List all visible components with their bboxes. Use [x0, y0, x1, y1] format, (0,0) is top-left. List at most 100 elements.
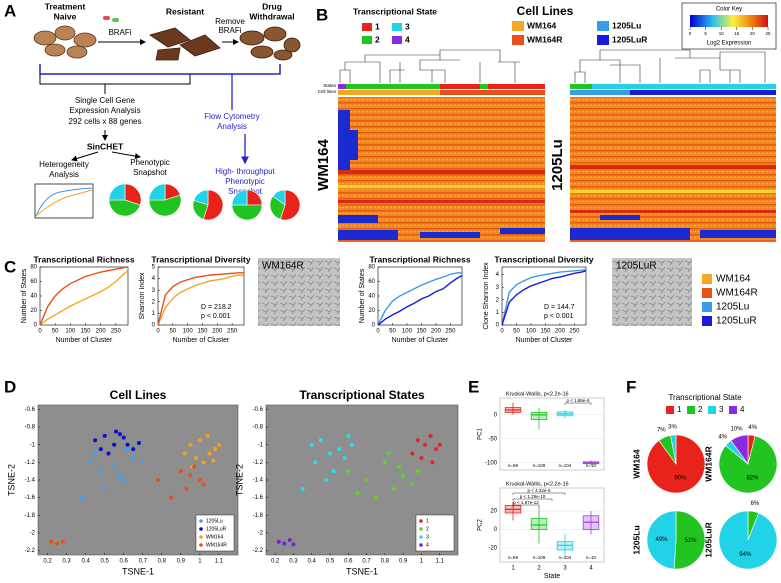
y-tick-label: 0 — [494, 412, 498, 418]
x-tick-label: 0.4 — [81, 559, 90, 565]
pie-label: 3% — [668, 425, 677, 431]
x-tick-label: 0.3 — [289, 559, 298, 565]
x-tick-label: 0.3 — [62, 559, 71, 565]
scatter-point — [410, 482, 415, 487]
scatter-point — [287, 538, 292, 542]
pie-slice — [646, 510, 677, 570]
scatter-point — [98, 447, 103, 452]
pie-name: 1205Lu — [631, 525, 641, 554]
series-line — [501, 268, 587, 326]
x-tick-label: 0.2 — [271, 559, 280, 565]
legend-label: WM164R — [206, 542, 227, 548]
chart-title: Cell Lines — [110, 388, 167, 402]
y-tick-label: -1.6 — [253, 495, 264, 501]
image-label: WM164R — [262, 261, 304, 272]
scatter-point — [397, 464, 402, 469]
scatter-point — [349, 442, 354, 447]
scatter-point — [382, 460, 387, 465]
scatter-point — [211, 458, 216, 463]
legend-label: 2 — [375, 34, 380, 44]
legend-swatch — [702, 316, 712, 326]
x-tick-label: 0 — [500, 329, 504, 335]
series-line — [39, 270, 129, 326]
scatter-point — [434, 447, 439, 452]
legend-label: 4 — [426, 542, 429, 548]
scatter-point — [197, 478, 202, 482]
y-tick-label: -50 — [488, 436, 497, 442]
scatter-point — [213, 447, 218, 452]
pie-name: WM164R — [703, 446, 713, 481]
legend-title: Cell Lines — [517, 4, 574, 18]
x-axis-label: State — [544, 573, 560, 580]
pie-slice — [193, 189, 209, 206]
row-label: States — [323, 83, 337, 88]
x-tick-label: 200 — [431, 329, 442, 335]
scatter-point — [112, 464, 117, 469]
x-tick-label: 0 — [376, 329, 380, 335]
legend-swatch — [392, 36, 402, 44]
pie-slice — [646, 434, 706, 494]
x-axis-label: Number of Cluster — [516, 337, 573, 344]
legend-label: 2 — [698, 405, 703, 414]
legend-label: 2 — [426, 526, 429, 532]
x-tick-label: 100 — [402, 329, 413, 335]
x-tick-label: 1 — [420, 559, 424, 565]
label: Analysis — [49, 170, 79, 179]
legend-swatch — [512, 35, 524, 45]
legend-marker — [199, 535, 203, 539]
y-axis-label: TSNE-2 — [6, 464, 16, 496]
label: Remove — [215, 17, 245, 26]
scatter-point — [93, 438, 98, 443]
n-label: n=109 — [533, 463, 546, 468]
cell-image — [258, 258, 340, 326]
label: BRAFi — [108, 28, 131, 37]
scatter-point — [49, 539, 54, 544]
scatter-point — [419, 455, 424, 460]
legend-marker — [199, 543, 203, 547]
scatter-point — [194, 455, 199, 460]
y-tick-label: -0.6 — [253, 407, 264, 413]
y-tick-label: -2.2 — [25, 548, 36, 554]
label: Drug — [262, 1, 282, 11]
legend-label: 1205Lu — [612, 20, 641, 30]
pie-label: 51% — [684, 538, 697, 544]
chart-title: Transcriptional Richness — [369, 254, 470, 264]
annotation: D = 218.2 — [201, 304, 232, 311]
scatter-point — [55, 541, 60, 546]
chart-title: Transcriptional Diversity — [494, 254, 593, 264]
scatter-point — [401, 473, 406, 478]
scatter-point — [430, 460, 435, 465]
legend-label: WM164 — [206, 534, 223, 540]
x-tick-label: 0.6 — [120, 559, 129, 565]
panel-a-art — [33, 16, 301, 219]
x-tick-label: 250 — [569, 329, 580, 335]
y-tick-label: 3 — [496, 285, 500, 291]
scatter-point — [156, 478, 160, 482]
y-axis-label: PC2 — [478, 519, 484, 531]
y-tick-label: 1 — [496, 310, 500, 316]
x-tick-label: 200 — [555, 329, 566, 335]
scatter-point — [125, 442, 130, 447]
legend-swatch — [392, 23, 402, 31]
legend-marker — [199, 527, 203, 531]
legend-title: Transcriptional State — [353, 6, 437, 16]
pie-label: 94% — [739, 552, 752, 558]
legend-label: WM164 — [716, 274, 751, 285]
y-tick-label: -0.8 — [253, 425, 264, 431]
label: Snapshot — [133, 168, 168, 177]
scatter-point — [216, 442, 221, 447]
p-value: p < 1.29e-10 — [520, 494, 546, 499]
x-tick-label: 0.9 — [177, 559, 186, 565]
scatter-point — [140, 460, 145, 465]
scatter-point — [131, 455, 136, 460]
scatter-point — [178, 469, 183, 474]
y-tick-label: -2 — [30, 531, 36, 537]
y-tick-label: 20 — [490, 509, 497, 515]
x-tick-label: 0.8 — [158, 559, 167, 565]
x-tick-label: 0.7 — [362, 559, 371, 565]
x-tick-label: 0.7 — [139, 559, 148, 565]
legend-marker — [419, 535, 423, 539]
scatter-point — [197, 438, 202, 443]
y-tick-label: -2 — [258, 531, 264, 537]
x-tick-label: 150 — [81, 329, 92, 335]
